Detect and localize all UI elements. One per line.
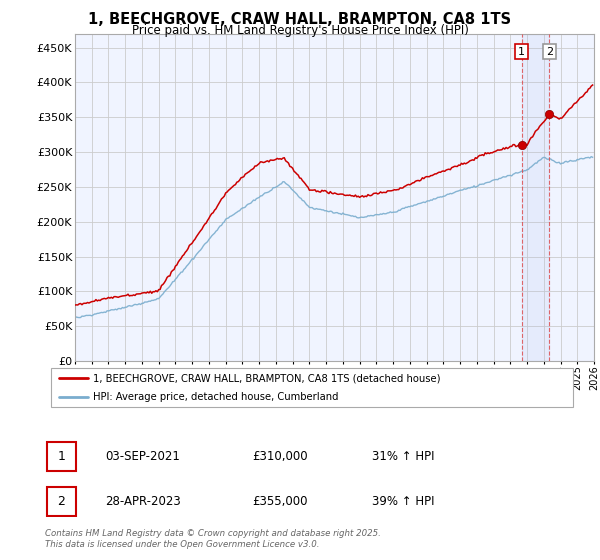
FancyBboxPatch shape — [47, 487, 76, 516]
Text: 2: 2 — [58, 494, 65, 508]
Text: 1: 1 — [58, 450, 65, 463]
FancyBboxPatch shape — [50, 368, 574, 407]
Text: 1, BEECHGROVE, CRAW HALL, BRAMPTON, CA8 1TS: 1, BEECHGROVE, CRAW HALL, BRAMPTON, CA8 … — [88, 12, 512, 27]
Text: £355,000: £355,000 — [252, 494, 308, 508]
Bar — [521, 34, 549, 361]
Text: 39% ↑ HPI: 39% ↑ HPI — [372, 494, 434, 508]
FancyBboxPatch shape — [47, 442, 76, 471]
Text: £310,000: £310,000 — [252, 450, 308, 463]
Text: 1, BEECHGROVE, CRAW HALL, BRAMPTON, CA8 1TS (detached house): 1, BEECHGROVE, CRAW HALL, BRAMPTON, CA8 … — [93, 373, 440, 383]
Text: 2: 2 — [546, 46, 553, 57]
Text: 28-APR-2023: 28-APR-2023 — [105, 494, 181, 508]
Text: 31% ↑ HPI: 31% ↑ HPI — [372, 450, 434, 463]
Text: Price paid vs. HM Land Registry's House Price Index (HPI): Price paid vs. HM Land Registry's House … — [131, 24, 469, 37]
Text: Contains HM Land Registry data © Crown copyright and database right 2025.
This d: Contains HM Land Registry data © Crown c… — [45, 529, 381, 549]
Text: 03-SEP-2021: 03-SEP-2021 — [105, 450, 180, 463]
Text: 1: 1 — [518, 46, 525, 57]
Text: HPI: Average price, detached house, Cumberland: HPI: Average price, detached house, Cumb… — [93, 393, 338, 403]
